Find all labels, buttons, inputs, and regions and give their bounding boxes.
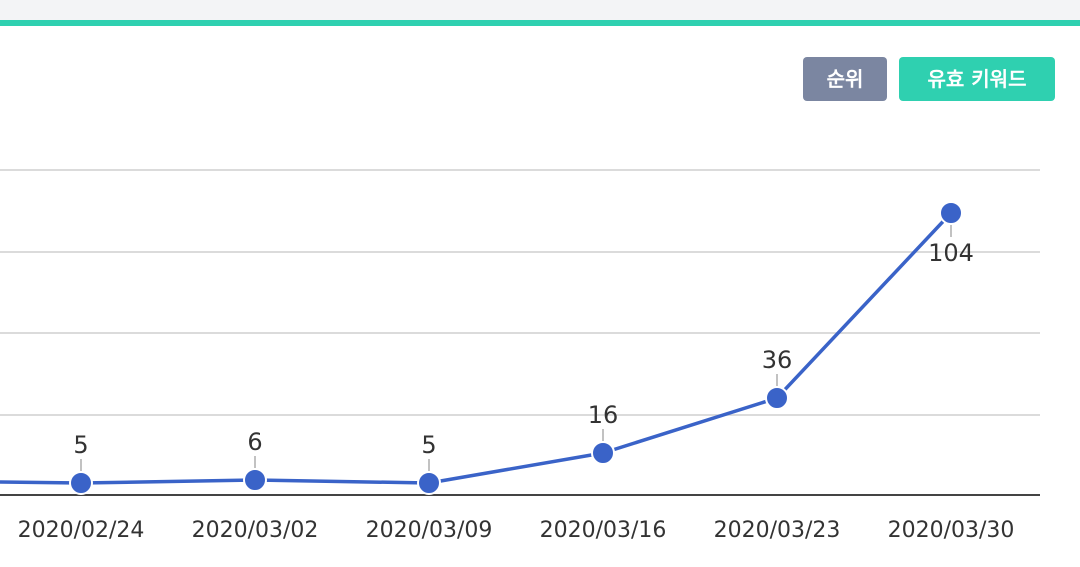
data-label: 5 (73, 431, 88, 459)
data-point[interactable] (939, 201, 963, 225)
data-point[interactable] (417, 471, 441, 495)
valid-keyword-tab-button[interactable]: 유효 키워드 (899, 57, 1055, 101)
top-strip (0, 0, 1080, 20)
x-tick-label: 2020/03/16 (540, 518, 667, 543)
series-layer: 5 6 5 16 36 104 (0, 201, 974, 495)
data-label: 5 (421, 431, 436, 459)
data-label: 16 (588, 401, 619, 429)
grid-lines (0, 169, 1040, 416)
data-label: 36 (762, 346, 793, 374)
data-label: 104 (928, 239, 974, 267)
rank-tab-button[interactable]: 순위 (803, 57, 887, 101)
series-line (0, 211, 953, 485)
x-tick-label: 2020/03/23 (714, 518, 841, 543)
data-point[interactable] (69, 471, 93, 495)
x-tick-label: 2020/03/09 (366, 518, 493, 543)
x-tick-label: 2020/02/24 (18, 518, 145, 543)
data-label: 6 (247, 428, 262, 456)
data-point[interactable] (591, 441, 615, 465)
x-tick-label: 2020/03/02 (192, 518, 319, 543)
x-tick-label: 2020/03/30 (888, 518, 1015, 543)
data-point[interactable] (765, 386, 789, 410)
data-point[interactable] (243, 468, 267, 492)
accent-divider (0, 20, 1080, 26)
x-tick-labels: 2020/02/24 2020/03/02 2020/03/09 2020/03/16… (18, 518, 1015, 543)
